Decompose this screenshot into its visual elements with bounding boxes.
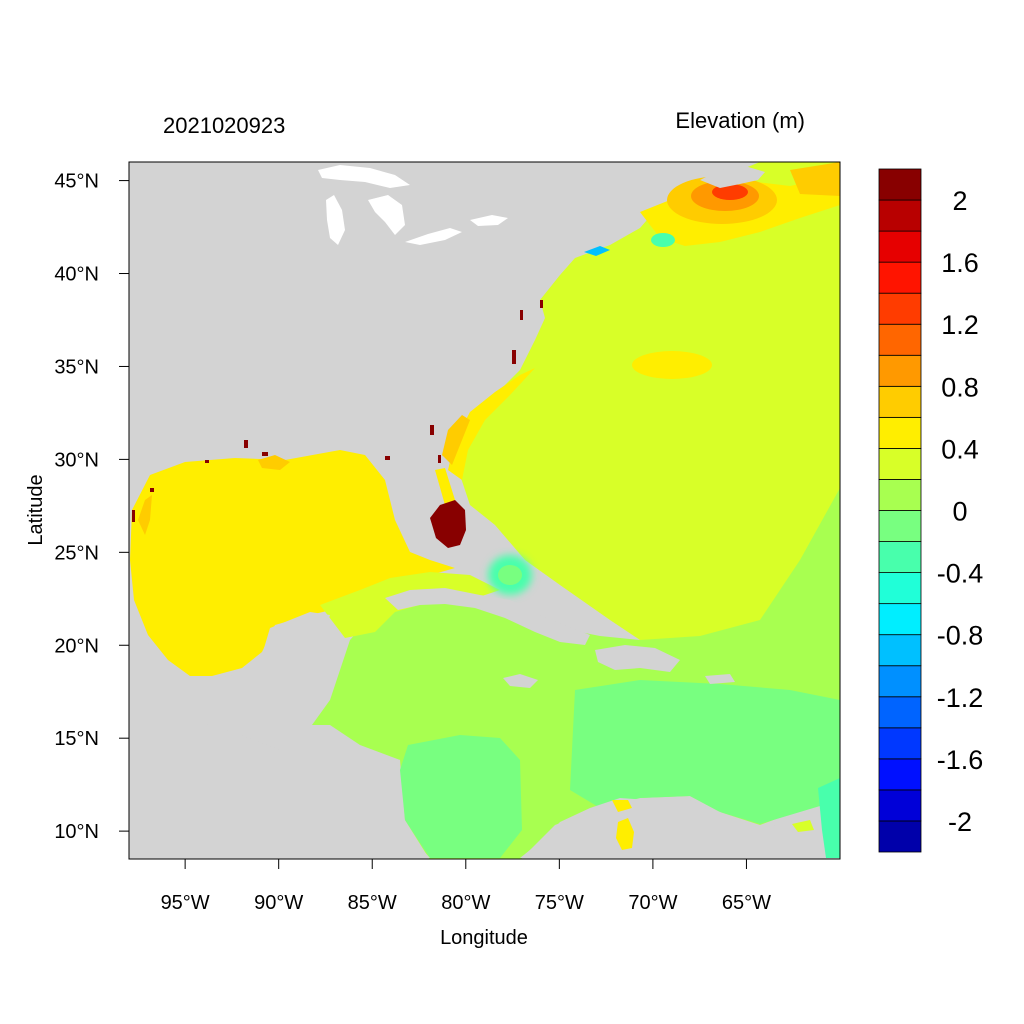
colorbar-tick-label: 0 <box>952 497 967 527</box>
x-tick-label: 75°W <box>535 892 584 914</box>
ocean-south-caribbean <box>570 680 840 824</box>
colorbar-tick-label: 2 <box>952 186 967 216</box>
map-frame <box>128 161 841 860</box>
nova-scotia-landmass <box>700 166 765 188</box>
y-axis-label: Latitude <box>25 474 47 545</box>
timestamp-label: 2021020923 <box>163 113 285 138</box>
y-tick-label: 25°N <box>54 542 99 564</box>
ocean-gulf-of-mexico <box>130 450 455 676</box>
maracaibo-feature <box>616 818 634 850</box>
colorbar-level <box>878 758 922 791</box>
lake-michigan <box>326 195 345 245</box>
ocean-elevated-patch <box>632 351 712 379</box>
lake-superior <box>318 165 410 188</box>
colorbar-level <box>878 572 922 605</box>
y-tick-label: 30°N <box>54 449 99 471</box>
x-axis-ticks: 95°W 90°W 85°W 80°W 75°W 70°W 65°W <box>161 859 771 914</box>
puerto-rico-landmass <box>705 674 735 684</box>
y-tick-label: 10°N <box>54 821 99 843</box>
colorbar-labels: -2 -1.6 -1.2 -0.8 -0.4 0 0.4 0.8 1.2 1.6 2 <box>937 186 984 837</box>
lake-huron <box>368 195 405 235</box>
colorbar-level <box>878 323 922 356</box>
colorbar-level <box>878 696 922 729</box>
colorbar-level <box>878 168 922 201</box>
colorbar-level <box>878 416 922 449</box>
bahamas-anomaly <box>488 555 532 595</box>
colorbar-level <box>878 665 922 698</box>
texas-coast-surge <box>138 495 152 535</box>
x-tick-label: 95°W <box>161 892 210 914</box>
colorbar-tick-label: -1.6 <box>937 745 984 775</box>
colorbar <box>878 168 922 853</box>
colorbar-level <box>878 510 922 542</box>
southeast-coast-surge <box>435 368 535 505</box>
colorbar-tick-label: -2 <box>948 807 972 837</box>
colorbar-level <box>878 479 922 511</box>
colorbar-level <box>878 634 922 667</box>
coastal-inundation-specks <box>132 300 543 522</box>
x-tick-label: 65°W <box>722 892 771 914</box>
colorbar-level <box>878 292 922 325</box>
x-tick-label: 90°W <box>254 892 303 914</box>
y-tick-label: 20°N <box>54 635 99 657</box>
louisiana-coast-surge <box>258 455 290 470</box>
colorbar-tick-label: 1.6 <box>941 248 979 278</box>
colorbar-tick-label: -0.8 <box>937 621 984 651</box>
great-lakes <box>318 165 508 245</box>
colorbar-level <box>878 448 922 480</box>
x-axis-label: Longitude <box>440 927 528 949</box>
y-tick-label: 45°N <box>54 171 99 193</box>
colorbar-tick-label: -0.4 <box>937 559 984 589</box>
colorbar-level <box>878 820 922 853</box>
map-panel <box>129 162 840 859</box>
colorbar-level <box>878 541 922 573</box>
colorbar-level <box>878 385 922 418</box>
colorbar-level <box>878 199 922 232</box>
x-tick-label: 80°W <box>441 892 490 914</box>
colorbar-tick-label: -1.2 <box>937 683 984 713</box>
ocean-honduras-basin <box>400 735 522 858</box>
colorbar-tick-label: 0.4 <box>941 434 979 464</box>
colorbar-level <box>878 230 922 263</box>
colorbar-level <box>878 261 922 294</box>
long-island-sound-anomaly <box>651 233 675 247</box>
hudson-anomaly <box>584 246 610 256</box>
south-florida-maximum <box>430 500 466 548</box>
paria-feature <box>792 820 814 832</box>
trinidad-area-anomaly <box>818 778 840 858</box>
central-america-landmass <box>129 600 330 752</box>
colorbar-tick-label: 0.8 <box>941 372 979 402</box>
colorbar-level <box>878 789 922 822</box>
x-tick-label: 85°W <box>348 892 397 914</box>
y-tick-label: 35°N <box>54 356 99 378</box>
hispaniola-landmass <box>595 645 680 672</box>
colorbar-level <box>878 354 922 387</box>
variable-label: Elevation (m) <box>675 108 805 133</box>
colorbar-level <box>878 603 922 636</box>
paraguana-feature <box>612 800 632 812</box>
gulf-of-maine-surge <box>640 162 840 246</box>
colorbar-tick-label: 1.2 <box>941 310 979 340</box>
lake-ontario <box>470 215 508 226</box>
colorbar-level <box>878 727 922 760</box>
cuba-landmass <box>385 588 590 645</box>
south-america-landmass <box>520 798 840 858</box>
y-axis-ticks: 45°N 40°N 35°N 30°N 25°N 20°N 15°N 10°N <box>54 171 129 843</box>
ocean-atlantic <box>455 162 840 690</box>
x-tick-label: 70°W <box>628 892 677 914</box>
jamaica-landmass <box>503 674 538 688</box>
lake-erie <box>405 228 462 245</box>
y-tick-label: 15°N <box>54 728 99 750</box>
central-america-isthmus <box>129 720 430 858</box>
y-tick-label: 40°N <box>54 264 99 286</box>
